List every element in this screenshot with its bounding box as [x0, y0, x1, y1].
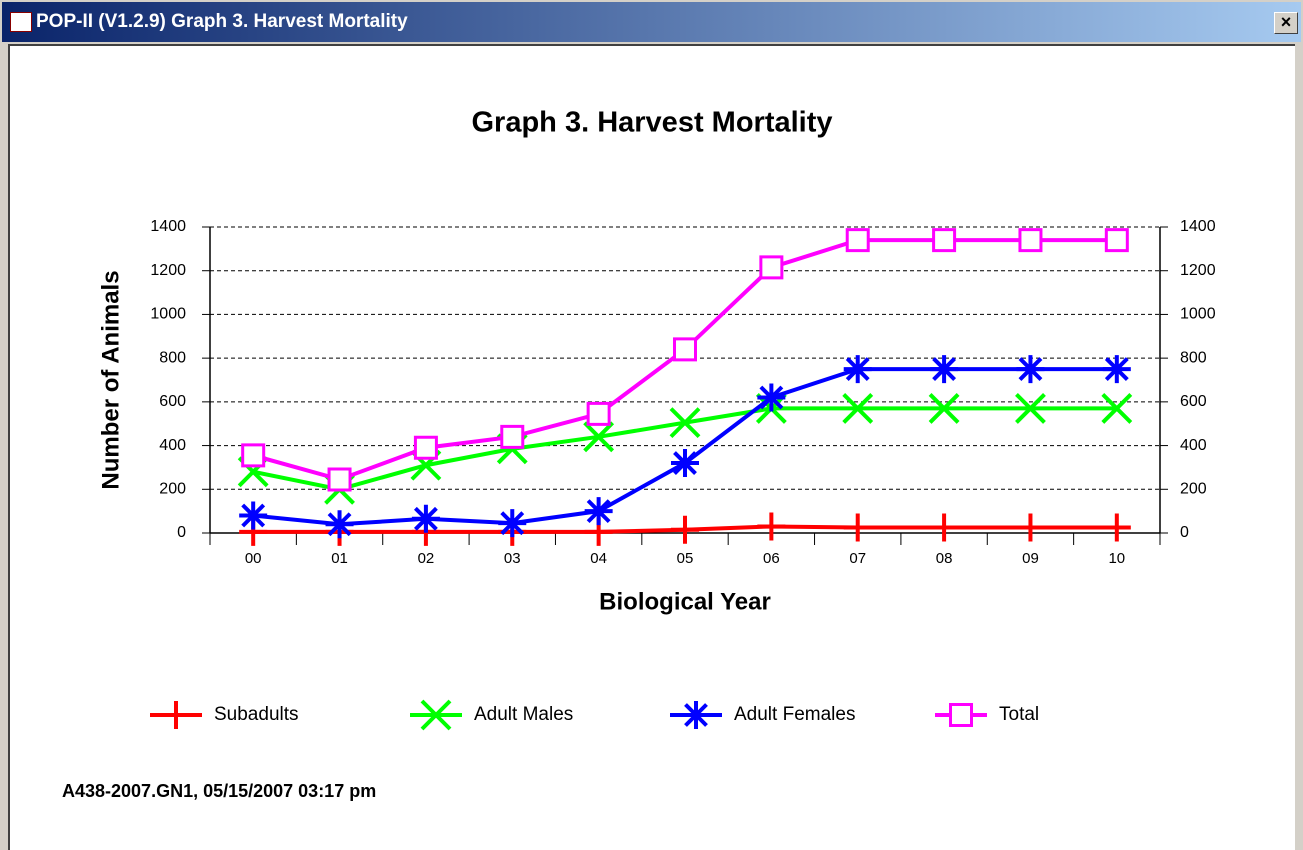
data-marker — [671, 449, 699, 478]
x-axis-label: Biological Year — [599, 588, 771, 615]
window-title: POP-II (V1.2.9) Graph 3. Harvest Mortali… — [36, 11, 408, 32]
client-area — [8, 44, 1295, 850]
y-tick-label: 1000 — [150, 306, 186, 323]
y-tick-label: 1200 — [150, 262, 186, 279]
data-marker — [1016, 513, 1045, 542]
legend-label: Adult Females — [734, 704, 855, 725]
x-tick-label: 01 — [331, 550, 348, 567]
y-tick-label: 400 — [159, 437, 186, 454]
data-marker — [1018, 228, 1043, 253]
y2-tick-label: 1200 — [1180, 262, 1216, 279]
legend-marker — [949, 703, 973, 727]
chart-title: Graph 3. Harvest Mortality — [472, 107, 833, 139]
y2-tick-label: 1000 — [1180, 306, 1216, 323]
x-tick-label: 02 — [418, 550, 435, 567]
data-marker — [1016, 355, 1045, 384]
legend-label: Subadults — [214, 704, 299, 725]
y2-tick-label: 0 — [1180, 524, 1189, 541]
data-marker — [583, 421, 615, 453]
data-marker — [930, 513, 959, 542]
legend-label: Adult Males — [474, 704, 573, 725]
y-tick-label: 800 — [159, 349, 186, 366]
data-marker — [843, 355, 872, 384]
data-marker — [1104, 228, 1129, 253]
data-marker — [932, 228, 957, 253]
data-marker — [586, 401, 611, 426]
y2-tick-label: 800 — [1180, 349, 1207, 366]
data-marker — [757, 512, 786, 541]
series-line — [252, 367, 1117, 527]
data-marker — [845, 228, 870, 253]
close-button[interactable]: × — [1274, 12, 1298, 34]
data-marker — [671, 515, 699, 544]
data-marker — [1101, 392, 1133, 424]
legend-marker — [420, 699, 452, 731]
y2-tick-label: 400 — [1180, 437, 1207, 454]
y2-tick-label: 200 — [1180, 481, 1207, 498]
data-marker — [930, 355, 959, 384]
data-marker — [498, 509, 527, 538]
x-tick-label: 06 — [763, 550, 780, 567]
x-tick-label: 05 — [677, 550, 694, 567]
data-marker — [327, 467, 352, 492]
legend-label: Total — [999, 704, 1039, 725]
y-tick-label: 600 — [159, 393, 186, 410]
data-marker — [239, 501, 268, 530]
x-tick-label: 10 — [1108, 550, 1125, 567]
data-marker — [1102, 513, 1131, 542]
data-marker — [673, 337, 697, 362]
footer-text: A438-2007.GN1, 05/15/2007 03:17 pm — [62, 781, 376, 801]
x-tick-label: 08 — [936, 550, 953, 567]
data-marker — [1102, 355, 1131, 384]
data-marker — [413, 435, 438, 460]
x-tick-label: 03 — [504, 550, 521, 567]
data-marker — [928, 392, 960, 424]
y2-tick-label: 1400 — [1180, 218, 1216, 235]
data-marker — [241, 443, 266, 468]
legend-marker — [162, 701, 190, 729]
data-marker — [411, 504, 440, 533]
y-tick-label: 200 — [159, 481, 186, 498]
data-marker — [500, 424, 525, 449]
data-marker — [325, 510, 354, 539]
y2-tick-label: 600 — [1180, 393, 1207, 410]
data-marker — [759, 255, 784, 280]
x-tick-label: 09 — [1022, 550, 1039, 567]
x-tick-label: 04 — [590, 550, 607, 567]
title-bar: POP-II (V1.2.9) Graph 3. Harvest Mortali… — [2, 2, 1301, 42]
data-marker — [842, 392, 874, 424]
data-marker — [584, 497, 613, 526]
legend-marker — [682, 701, 710, 729]
data-marker — [757, 383, 786, 412]
app-icon — [10, 12, 32, 32]
y-axis-label: Number of Animals — [97, 270, 124, 489]
data-marker — [669, 407, 701, 439]
x-tick-label: 00 — [245, 550, 262, 567]
y-tick-label: 1400 — [150, 218, 186, 235]
data-marker — [1015, 392, 1046, 424]
x-tick-label: 07 — [849, 550, 866, 567]
y-tick-label: 0 — [177, 524, 186, 541]
data-marker — [843, 513, 872, 542]
